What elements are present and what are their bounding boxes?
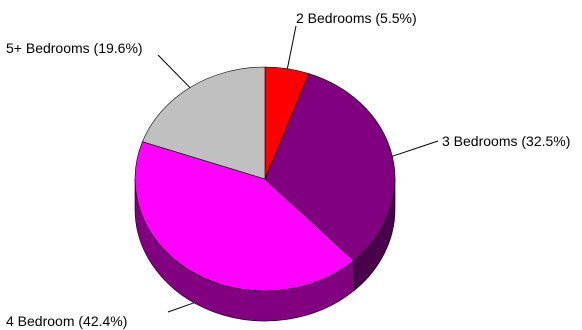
- leader-line-3-bedrooms: [392, 140, 439, 157]
- leader-lines: [157, 25, 439, 313]
- slice-5-plus-bedrooms: [142, 66, 266, 180]
- slice-label-4-bedroom: 4 Bedroom (42.4%): [6, 313, 127, 329]
- pie-slices: [134, 66, 396, 292]
- leader-line-5-plus-bedrooms: [157, 54, 191, 88]
- slice-label-5-plus-bedrooms: 5+ Bedrooms (19.6%): [6, 40, 143, 56]
- slice-4-bedroom: [134, 141, 355, 292]
- slice-label-3-bedrooms: 3 Bedrooms (32.5%): [442, 133, 570, 149]
- slice-label-2-bedrooms: 2 Bedrooms (5.5%): [296, 10, 417, 26]
- leader-line-2-bedrooms: [286, 25, 297, 69]
- leader-line-4-bedroom: [167, 302, 195, 313]
